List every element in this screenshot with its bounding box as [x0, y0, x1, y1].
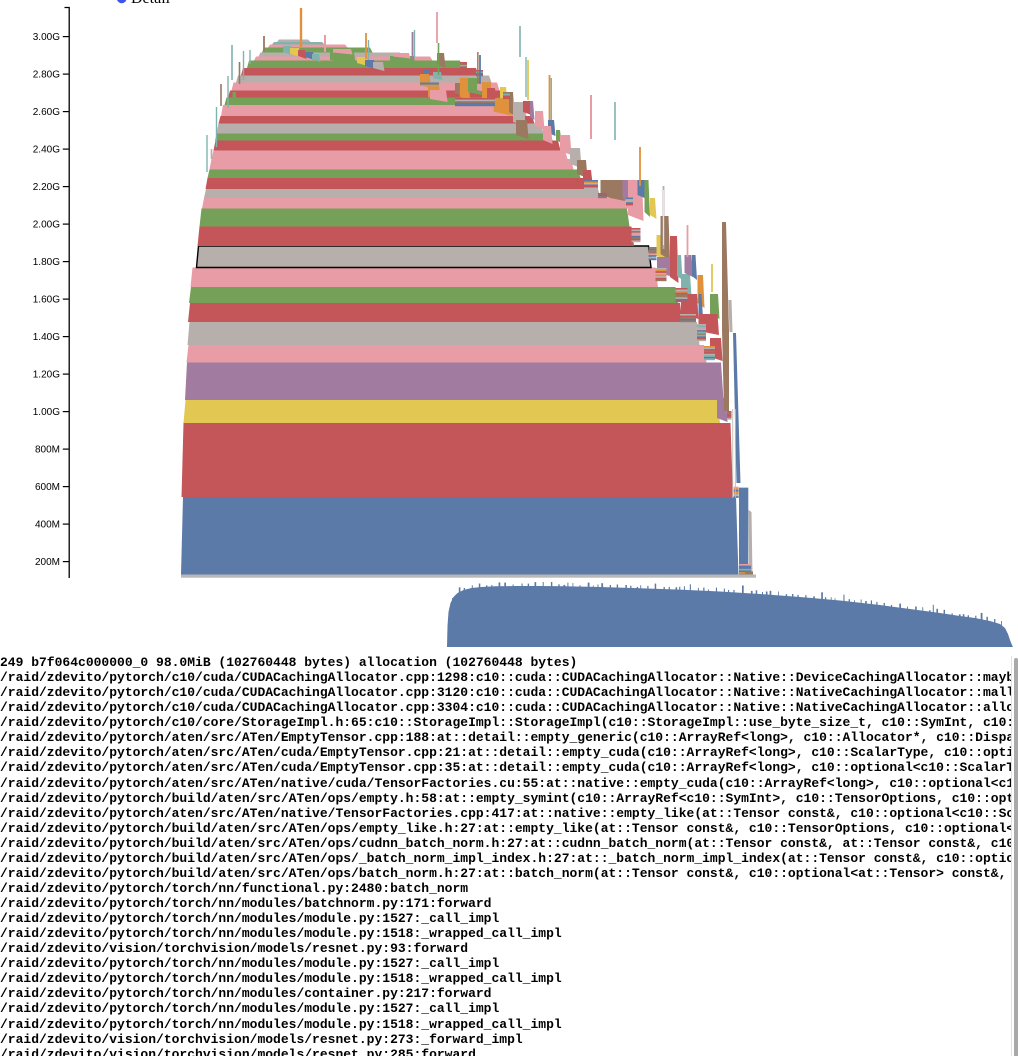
svg-text:1.00G: 1.00G: [33, 407, 60, 418]
svg-text:3.00G: 3.00G: [33, 32, 60, 43]
svg-text:800M: 800M: [35, 444, 60, 455]
svg-text:600M: 600M: [35, 482, 60, 493]
svg-text:1.60G: 1.60G: [33, 294, 60, 305]
svg-text:Detail: Detail: [131, 0, 171, 7]
svg-text:1.20G: 1.20G: [33, 369, 60, 380]
svg-text:2.40G: 2.40G: [33, 144, 60, 155]
svg-text:2.60G: 2.60G: [33, 107, 60, 118]
svg-text:1.40G: 1.40G: [33, 332, 60, 343]
svg-text:2.20G: 2.20G: [33, 182, 60, 193]
svg-text:2.00G: 2.00G: [33, 219, 60, 230]
svg-text:200M: 200M: [35, 557, 60, 568]
svg-text:2.80G: 2.80G: [33, 69, 60, 80]
svg-text:400M: 400M: [35, 519, 60, 530]
svg-text:1.80G: 1.80G: [33, 257, 60, 268]
